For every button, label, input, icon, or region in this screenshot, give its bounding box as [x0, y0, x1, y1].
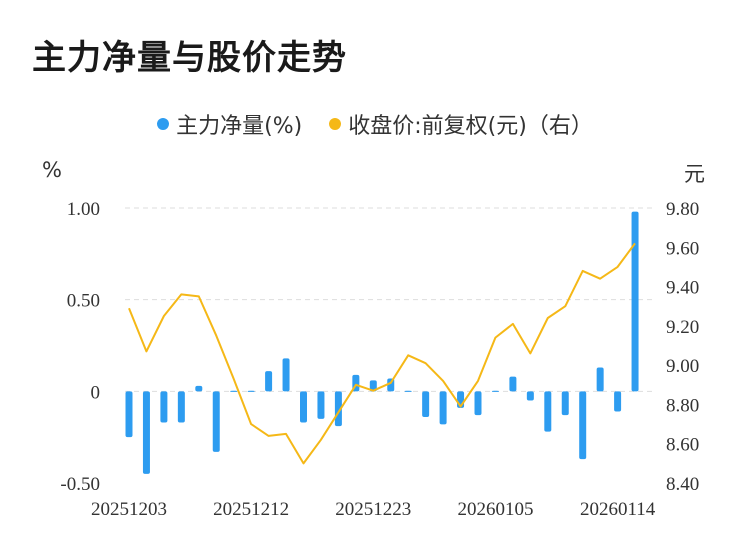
y-left-tick-label: 1.00	[67, 199, 100, 220]
x-tick-label: 20251223	[335, 499, 411, 520]
bar[interactable]	[544, 391, 552, 432]
bar[interactable]	[614, 391, 622, 412]
y-right-tick-label: 8.60	[666, 435, 699, 456]
y-right-tick-label: 9.80	[666, 199, 699, 220]
x-tick-label: 20251212	[213, 499, 289, 520]
bar[interactable]	[125, 391, 133, 438]
bar[interactable]	[561, 391, 569, 416]
left-axis-unit: %	[42, 158, 62, 182]
bar[interactable]	[247, 390, 255, 392]
bar[interactable]	[422, 391, 430, 417]
legend-label-close-price: 收盘价:前复权(元)（右）	[348, 114, 593, 139]
y-right-tick-label: 8.80	[666, 395, 699, 416]
bar[interactable]	[300, 391, 307, 423]
right-axis-unit: 元	[684, 162, 705, 186]
y-right-tick-label: 9.20	[666, 317, 699, 338]
bar[interactable]	[526, 391, 534, 401]
line-series	[128, 242, 636, 465]
y-right-tick-label: 8.40	[666, 474, 699, 495]
legend-marker-line	[329, 118, 342, 130]
y-right-tick-label: 9.00	[666, 356, 699, 377]
bar[interactable]	[631, 211, 639, 392]
bar[interactable]	[160, 391, 168, 423]
bar[interactable]	[439, 391, 447, 425]
bar[interactable]	[265, 371, 273, 392]
x-tick-label: 20260105	[457, 499, 533, 520]
bar[interactable]	[317, 391, 325, 419]
bar[interactable]	[509, 376, 517, 392]
bar[interactable]	[596, 367, 604, 392]
bar[interactable]	[474, 391, 482, 416]
x-tick-label: 20251203	[91, 499, 167, 520]
price-line[interactable]	[128, 242, 636, 465]
bar[interactable]	[334, 391, 342, 427]
x-tick-label: 20260114	[580, 499, 656, 520]
grid-lines	[125, 207, 655, 392]
y-left-tick-label: 0.50	[67, 291, 100, 312]
bar[interactable]	[282, 358, 290, 392]
bar-series	[125, 211, 639, 474]
y-right-tick-label: 9.40	[666, 278, 699, 299]
y-right-tick-label: 9.60	[666, 238, 699, 259]
bar[interactable]	[177, 391, 185, 423]
legend-item-net-volume[interactable]: 主力净量(%)	[157, 108, 302, 140]
bar[interactable]	[369, 380, 377, 392]
chart-title: 主力净量与股价走势	[32, 38, 347, 78]
y-left-tick-label: -0.50	[60, 474, 100, 495]
bar[interactable]	[491, 390, 499, 392]
bar[interactable]	[212, 391, 220, 452]
legend-item-close-price[interactable]: 收盘价:前复权(元)（右）	[329, 108, 593, 140]
legend: 主力净量(%) 收盘价:前复权(元)（右）	[0, 108, 750, 140]
axis-ticks: 1.00 0.50 0 -0.50 9.80 9.60 9.40 9.20 9.00 8.80 8.…	[60, 199, 699, 520]
bar[interactable]	[195, 385, 203, 392]
legend-label-net-volume: 主力净量(%)	[176, 114, 303, 139]
bar[interactable]	[230, 390, 238, 392]
bar[interactable]	[404, 390, 412, 392]
y-left-tick-label: 0	[91, 382, 101, 403]
legend-marker-bar	[157, 118, 170, 130]
bar[interactable]	[142, 391, 150, 474]
bar[interactable]	[579, 391, 587, 460]
